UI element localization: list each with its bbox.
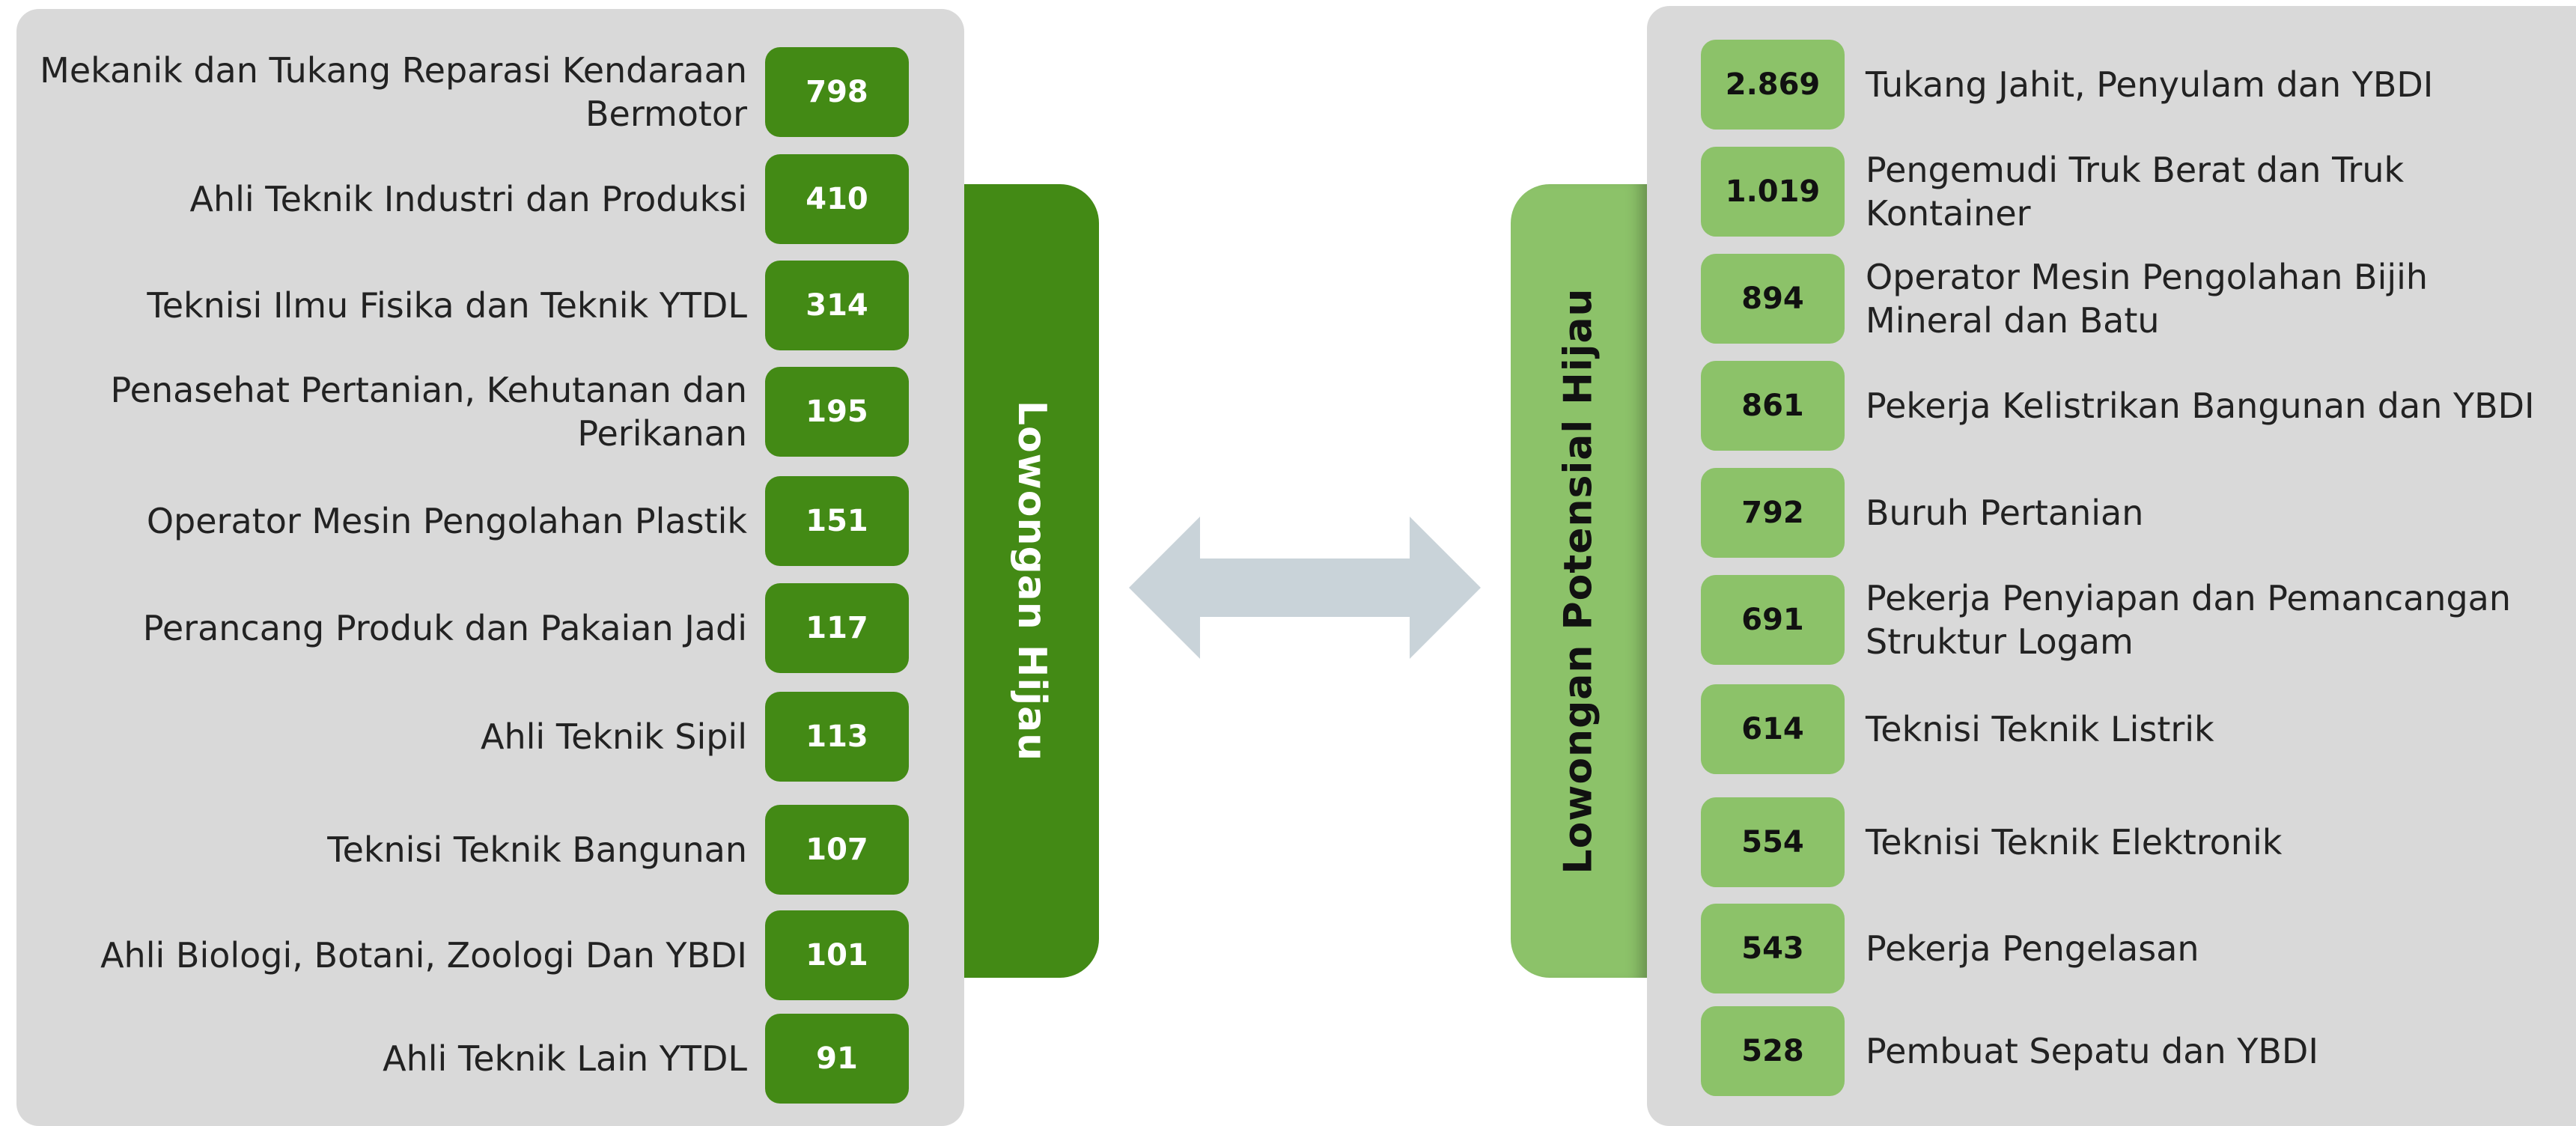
potential-job-label: Teknisi Teknik Elektronik: [1866, 822, 2283, 862]
green-job-row-4: Penasehat Pertanian, Kehutanan dan Perik…: [0, 366, 909, 457]
potential-job-count: 543: [1701, 904, 1845, 993]
potential-job-count: 554: [1701, 797, 1845, 887]
green-job-label: Ahli Teknik Industri dan Produksi: [189, 179, 748, 219]
potential-green-jobs-band: Lowongan Potensial Hijau: [1511, 184, 1647, 978]
potential-job-row-4: 861 Pekerja Kelistrikan Bangunan dan YBD…: [1701, 360, 2576, 451]
potential-job-count: 2.869: [1701, 40, 1845, 130]
green-job-label: Mekanik dan Tukang Reparasi Kendaraan Be…: [40, 50, 747, 134]
potential-job-label: Operator Mesin Pengolahan Bijih Mineral …: [1866, 257, 2429, 341]
potential-job-row-1: 2.869 Tukang Jahit, Penyulam dan YBDI: [1701, 39, 2576, 130]
green-job-count: 410: [765, 154, 909, 244]
potential-job-row-5: 792 Buruh Pertanian: [1701, 467, 2576, 559]
green-job-label: Ahli Teknik Lain YTDL: [383, 1038, 747, 1079]
potential-job-row-7: 614 Teknisi Teknik Listrik: [1701, 684, 2576, 775]
potential-job-count: 1.019: [1701, 147, 1845, 237]
green-job-count: 798: [765, 47, 909, 137]
green-job-label: Teknisi Teknik Bangunan: [327, 830, 747, 870]
green-job-label: Ahli Biologi, Botani, Zoologi Dan YBDI: [100, 935, 747, 976]
potential-job-count: 792: [1701, 468, 1845, 558]
potential-job-label: Pengemudi Truk Berat dan Truk Kontainer: [1866, 150, 2405, 234]
potential-job-count: 691: [1701, 575, 1845, 665]
green-job-row-8: Teknisi Teknik Bangunan 107: [0, 804, 909, 895]
potential-job-label: Pembuat Sepatu dan YBDI: [1866, 1031, 2318, 1071]
potential-job-count: 894: [1701, 254, 1845, 344]
green-job-count: 195: [765, 367, 909, 457]
potential-job-label: Tukang Jahit, Penyulam dan YBDI: [1866, 64, 2434, 105]
green-job-label: Perancang Produk dan Pakaian Jadi: [142, 608, 747, 648]
potential-job-count: 861: [1701, 361, 1845, 451]
green-job-label: Ahli Teknik Sipil: [481, 716, 747, 757]
potential-job-label: Buruh Pertanian: [1866, 493, 2144, 533]
potential-job-label: Pekerja Pengelasan: [1866, 928, 2199, 969]
green-job-row-3: Teknisi Ilmu Fisika dan Teknik YTDL 314: [0, 260, 909, 351]
green-job-row-7: Ahli Teknik Sipil 113: [0, 691, 909, 782]
green-job-row-2: Ahli Teknik Industri dan Produksi 410: [0, 153, 909, 245]
potential-job-row-3: 894 Operator Mesin Pengolahan Bijih Mine…: [1701, 253, 2576, 344]
potential-job-row-6: 691 Pekerja Penyiapan dan Pemancangan St…: [1701, 574, 2576, 666]
green-job-row-10: Ahli Teknik Lain YTDL 91: [0, 1013, 909, 1104]
green-job-row-5: Operator Mesin Pengolahan Plastik 151: [0, 475, 909, 567]
green-jobs-title: Lowongan Hijau: [1009, 400, 1055, 762]
green-job-label: Penasehat Pertanian, Kehutanan dan Perik…: [110, 370, 747, 454]
potential-job-count: 528: [1701, 1006, 1845, 1096]
potential-job-label: Pekerja Kelistrikan Bangunan dan YBDI: [1866, 386, 2535, 426]
potential-job-row-9: 543 Pekerja Pengelasan: [1701, 903, 2576, 994]
potential-job-row-10: 528 Pembuat Sepatu dan YBDI: [1701, 1005, 2576, 1097]
green-job-count: 151: [765, 476, 909, 566]
potential-green-jobs-title: Lowongan Potensial Hijau: [1556, 287, 1602, 874]
double-arrow-icon: [1129, 517, 1481, 659]
potential-job-label: Pekerja Penyiapan dan Pemancangan Strukt…: [1866, 578, 2512, 662]
green-job-count: 91: [765, 1014, 909, 1104]
potential-job-count: 614: [1701, 684, 1845, 774]
potential-job-row-2: 1.019 Pengemudi Truk Berat dan Truk Kont…: [1701, 146, 2576, 237]
green-job-label: Operator Mesin Pengolahan Plastik: [146, 501, 747, 541]
green-job-row-9: Ahli Biologi, Botani, Zoologi Dan YBDI 1…: [0, 910, 909, 1001]
potential-job-row-8: 554 Teknisi Teknik Elektronik: [1701, 797, 2576, 888]
green-job-row-6: Perancang Produk dan Pakaian Jadi 117: [0, 582, 909, 674]
green-job-label: Teknisi Ilmu Fisika dan Teknik YTDL: [147, 285, 747, 326]
green-job-count: 107: [765, 805, 909, 895]
green-job-row-1: Mekanik dan Tukang Reparasi Kendaraan Be…: [0, 46, 909, 138]
green-job-count: 314: [765, 261, 909, 350]
green-job-count: 117: [765, 583, 909, 673]
green-jobs-band: Lowongan Hijau: [964, 184, 1099, 978]
green-job-count: 113: [765, 692, 909, 782]
potential-job-label: Teknisi Teknik Listrik: [1866, 709, 2214, 749]
green-job-count: 101: [765, 910, 909, 1000]
